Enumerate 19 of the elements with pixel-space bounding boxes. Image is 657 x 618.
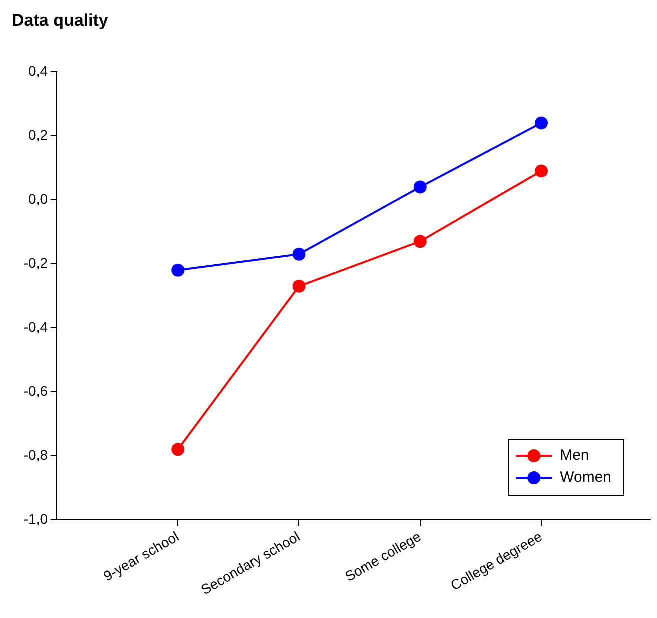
y-tick-label: -1,0: [24, 510, 48, 527]
legend-label: Men: [560, 447, 590, 464]
y-tick-label: -0,6: [24, 382, 48, 399]
point: [534, 164, 548, 178]
point: [292, 280, 306, 293]
point: [414, 180, 427, 194]
point: [414, 235, 427, 248]
point: [172, 264, 185, 277]
point: [534, 116, 548, 130]
y-tick-label: -0,8: [24, 446, 48, 463]
y-tick-label: -0,2: [24, 254, 48, 271]
point: [172, 443, 185, 456]
y-tick-label: 0,4: [28, 62, 48, 79]
chart-title: Data quality: [12, 11, 108, 31]
point: [292, 248, 306, 261]
y-tick-label: -0,4: [24, 318, 48, 335]
y-tick-label: 0,0: [28, 190, 48, 207]
legend-label: Women: [560, 469, 612, 486]
y-tick-label: 0,2: [28, 126, 48, 143]
